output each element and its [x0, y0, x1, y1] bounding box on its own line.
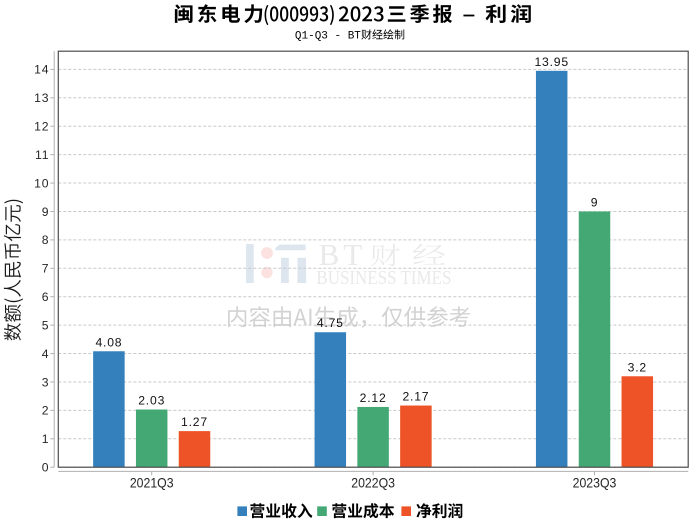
svg-text:13: 13 — [34, 91, 49, 105]
svg-text:BUSINESS TIMES: BUSINESS TIMES — [316, 267, 451, 289]
svg-text:4: 4 — [42, 347, 50, 361]
svg-text:2: 2 — [42, 404, 50, 418]
svg-text:Q1-Q3 - BT: Q1-Q3 - BT — [295, 31, 361, 43]
svg-text:2023Q3: 2023Q3 — [573, 475, 617, 491]
svg-text:10: 10 — [34, 176, 49, 190]
svg-text:8: 8 — [42, 233, 50, 247]
svg-text:2.03: 2.03 — [138, 394, 165, 408]
svg-text:9: 9 — [591, 196, 599, 210]
svg-text:6: 6 — [42, 290, 50, 304]
svg-text:14: 14 — [34, 63, 49, 77]
svg-text:B: B — [319, 237, 340, 272]
svg-text:2.17: 2.17 — [402, 390, 429, 404]
svg-text:0: 0 — [42, 461, 50, 475]
svg-text:3.2: 3.2 — [628, 360, 647, 374]
svg-text:T: T — [343, 237, 362, 272]
svg-text:5: 5 — [42, 318, 50, 332]
svg-text:7: 7 — [42, 262, 50, 276]
svg-text:2022Q3: 2022Q3 — [351, 475, 395, 491]
svg-text:12: 12 — [34, 120, 49, 134]
svg-text:4.75: 4.75 — [317, 316, 344, 330]
svg-text:2.12: 2.12 — [360, 391, 387, 405]
svg-text:3: 3 — [42, 375, 50, 389]
svg-text:1: 1 — [42, 432, 50, 446]
svg-text:4.08: 4.08 — [95, 335, 122, 349]
svg-text:2021Q3: 2021Q3 — [130, 475, 174, 491]
svg-text:11: 11 — [35, 148, 49, 162]
svg-text:13.95: 13.95 — [534, 55, 569, 69]
svg-text:9: 9 — [42, 205, 50, 219]
svg-text:1.27: 1.27 — [181, 415, 208, 429]
